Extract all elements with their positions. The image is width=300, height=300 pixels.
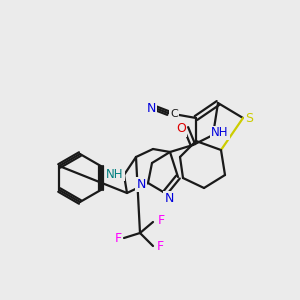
Text: C: C <box>170 109 178 119</box>
Text: N: N <box>136 178 146 190</box>
Text: NH: NH <box>106 167 124 181</box>
Text: N: N <box>164 191 174 205</box>
Text: F: F <box>158 214 165 227</box>
Text: F: F <box>156 241 164 254</box>
Text: S: S <box>245 112 253 124</box>
Text: F: F <box>114 232 122 244</box>
Text: O: O <box>176 122 186 136</box>
Text: N: N <box>146 101 156 115</box>
Text: NH: NH <box>211 127 229 140</box>
